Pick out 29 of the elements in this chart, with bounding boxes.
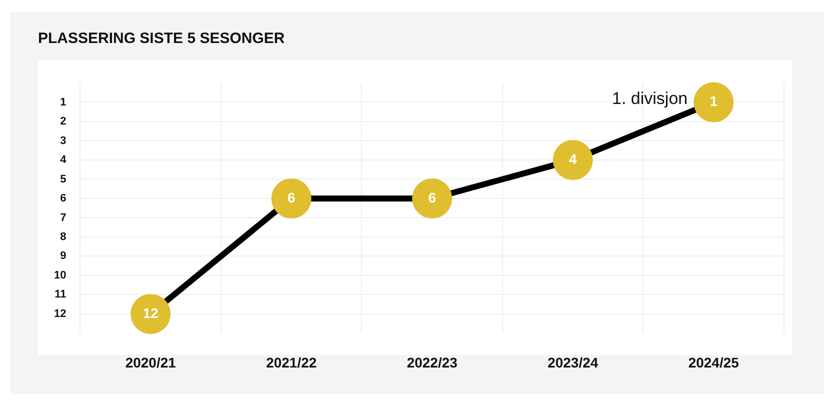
data-label: 4 (568, 150, 577, 167)
x-tick-label: 2023/24 (548, 354, 598, 370)
x-tick-label: 2022/23 (406, 354, 458, 370)
y-tick-label: 4 (60, 154, 68, 166)
point (271, 178, 312, 218)
data-label: 12 (142, 304, 159, 321)
y-tick-label: 5 (60, 173, 66, 186)
x-tick-label: 2021/22 (266, 354, 317, 370)
y-tick-label: 2 (60, 116, 66, 128)
data-label: 6 (428, 189, 436, 206)
x-tick-label: 2020/21 (125, 354, 176, 370)
point (694, 82, 734, 122)
y-tick-label: 10 (54, 269, 66, 282)
y-tick-label: 9 (60, 250, 66, 262)
point (552, 140, 593, 180)
y-tick-label: 1 (60, 96, 66, 108)
point (412, 178, 452, 218)
y-tick-label: 8 (60, 231, 66, 243)
y-tick-label: 7 (60, 212, 66, 224)
data-label: 1 (710, 93, 718, 110)
x-tick-label: 2024/25 (688, 354, 740, 370)
annotation: 1. divisjon (612, 88, 688, 108)
y-tick-label: 12 (54, 308, 66, 320)
y-tick-label: 11 (54, 288, 66, 301)
y-tick-label: 6 (60, 192, 66, 205)
y-tick-label: 3 (60, 134, 66, 147)
data-label: 6 (287, 189, 296, 206)
point (130, 294, 171, 334)
chart-title: PLASSERING SISTE 5 SESONGER (38, 30, 285, 47)
